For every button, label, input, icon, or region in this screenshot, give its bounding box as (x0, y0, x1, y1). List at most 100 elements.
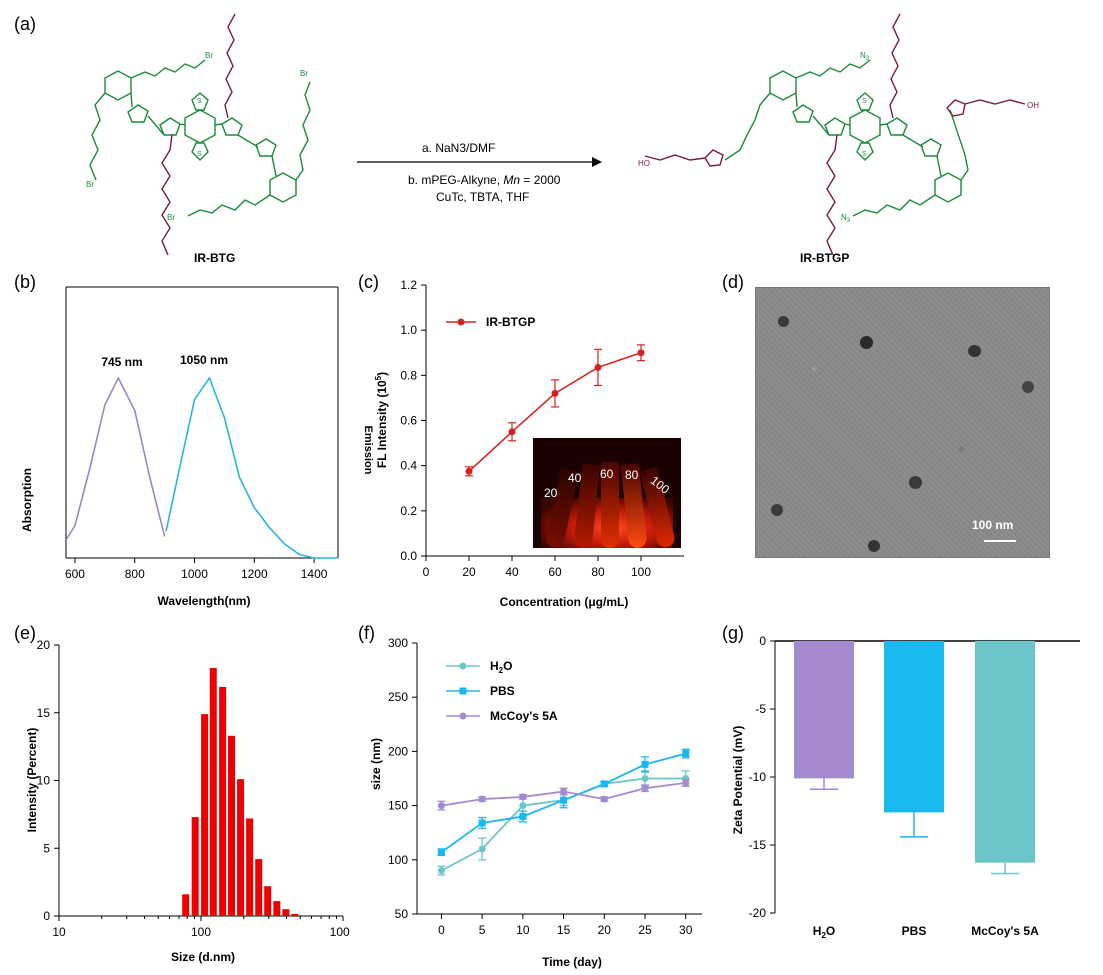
tube-label-80: 80 (625, 468, 639, 482)
x-tick-label: 0 (423, 565, 430, 579)
x-tick-label: 20 (598, 923, 612, 937)
chart-zeta: 0 -5 -10 -15 -20 H2O PBS McCoy's 5A Zeta Potent… (731, 634, 1080, 940)
x-tick-label: 600 (65, 567, 85, 581)
synthesis-scheme: Br Br Br Br S S IR-BTG a. NaN3/DMF b. mP… (86, 13, 1039, 265)
bar-3 (975, 641, 1035, 863)
data-point (641, 784, 649, 792)
nanoparticle (968, 345, 981, 357)
y-axis-label: Absorption (20, 468, 34, 532)
data-point (560, 788, 568, 796)
data-point (519, 812, 527, 820)
x-axis-label: Wavelength(nm) (158, 594, 251, 608)
category-label: PBS (902, 924, 927, 938)
x-axis-label: Concentration (μg/mL) (500, 595, 629, 609)
data-point (519, 802, 527, 810)
svg-text:PBS: PBS (490, 684, 515, 698)
y-tick-label: -5 (755, 702, 766, 716)
x-tick-label: 100 (631, 565, 651, 579)
y-tick-label: -20 (749, 906, 767, 920)
svg-text:Br: Br (167, 213, 175, 222)
ir-btg-structure: Br Br Br Br S S (86, 13, 311, 256)
data-point (478, 795, 486, 803)
legend: IR-BTGP (446, 315, 535, 329)
data-point (641, 775, 649, 782)
bar-2 (884, 641, 944, 813)
chart-dls: 0 5 10 15 20 10 100 1000 Intensity (Percent) Si… (25, 638, 350, 964)
x-tick-label: 5 (479, 923, 486, 937)
bar (264, 886, 272, 916)
nanoparticle (868, 540, 880, 552)
panel-label-c: (c) (358, 272, 379, 292)
svg-text:OH: OH (1027, 101, 1039, 110)
y-tick-label: 0.0 (400, 549, 417, 563)
bar (182, 894, 190, 916)
y-tick-label: 200 (388, 744, 408, 758)
x-tick-label: 80 (591, 565, 605, 579)
tube-label-20: 20 (544, 486, 558, 500)
y-tick-label: -10 (749, 770, 767, 784)
svg-text:Br: Br (205, 51, 213, 60)
legend: H2O PBS McCoy's 5A (446, 659, 558, 723)
y-tick-label: 0.4 (400, 459, 417, 473)
data-point (551, 389, 559, 397)
plot-area: 50 100 150 200 250 300 0 5 10 15 20 25 30 (388, 636, 702, 937)
svg-text:N3: N3 (860, 51, 870, 62)
reaction-step-1: a. NaN3/DMF (422, 141, 495, 155)
x-axis-label: Size (d.nm) (171, 950, 235, 964)
x-tick-label: 40 (505, 565, 519, 579)
plot-area: 0.0 0.2 0.4 0.6 0.8 1.0 1.2 0 20 40 60 80 100 (400, 278, 684, 579)
svg-text:H2O: H2O (490, 659, 512, 675)
nanoparticle (778, 316, 789, 327)
bar (255, 859, 263, 916)
y-tick-label: 1.0 (400, 323, 417, 337)
data-point (478, 819, 486, 827)
bar-1 (794, 641, 854, 779)
x-tick-label: 15 (557, 923, 571, 937)
nanoparticle (860, 336, 873, 349)
bar (291, 913, 299, 916)
y-tick-label: 250 (388, 690, 408, 704)
svg-text:HO: HO (638, 159, 650, 168)
reaction-step-3: CuTc, TBTA, THF (436, 190, 529, 204)
bar (201, 714, 209, 916)
nanoparticle (1022, 381, 1034, 393)
y-tick-label: 100 (388, 853, 408, 867)
data-point (560, 796, 568, 804)
y-axis-label: size (nm) (369, 738, 383, 790)
x-tick-label: 30 (679, 923, 693, 937)
category-label: H2O (813, 924, 835, 940)
svg-text:Br: Br (300, 69, 308, 78)
bar (191, 817, 199, 916)
y-tick-label: 0 (759, 634, 766, 648)
x-tick-label: 25 (638, 923, 652, 937)
x-tick-label: 0 (438, 923, 445, 937)
data-point (478, 845, 486, 853)
bar (237, 779, 245, 916)
data-point (508, 428, 516, 436)
y-tick-label: 0.6 (400, 414, 417, 428)
panel-label-g: (g) (722, 623, 744, 643)
plot-area: 600 800 1000 1200 1400 (65, 286, 339, 581)
ir-btgp-structure: HO OH N3 N3 S S (638, 13, 1039, 256)
reaction-step-2: b. mPEG-Alkyne, Mn = 2000 (408, 173, 561, 187)
data-point (641, 760, 649, 768)
tube-label-60: 60 (600, 467, 614, 481)
y-tick-label: 15 (37, 706, 51, 720)
absorption-series-1 (65, 377, 166, 541)
y-tick-label: 0.2 (400, 504, 417, 518)
bar (228, 735, 236, 916)
y-tick-label: 300 (388, 636, 408, 650)
y-axis-label: FL Intensity (105) (374, 372, 389, 468)
annotation-1050: 1050 nm (180, 353, 228, 367)
data-point (682, 779, 690, 787)
data-point (594, 363, 602, 371)
data-point (637, 349, 645, 357)
panel-label-d: (d) (722, 272, 744, 292)
x-tick-label: 1000 (330, 925, 350, 939)
bar (246, 818, 254, 916)
x-tick-label: 20 (462, 565, 476, 579)
svg-text:McCoy's 5A: McCoy's 5A (490, 709, 558, 723)
absorption-series-2 (165, 377, 338, 559)
ir-btgp-label: IR-BTGP (800, 251, 849, 265)
data-point (600, 780, 608, 788)
